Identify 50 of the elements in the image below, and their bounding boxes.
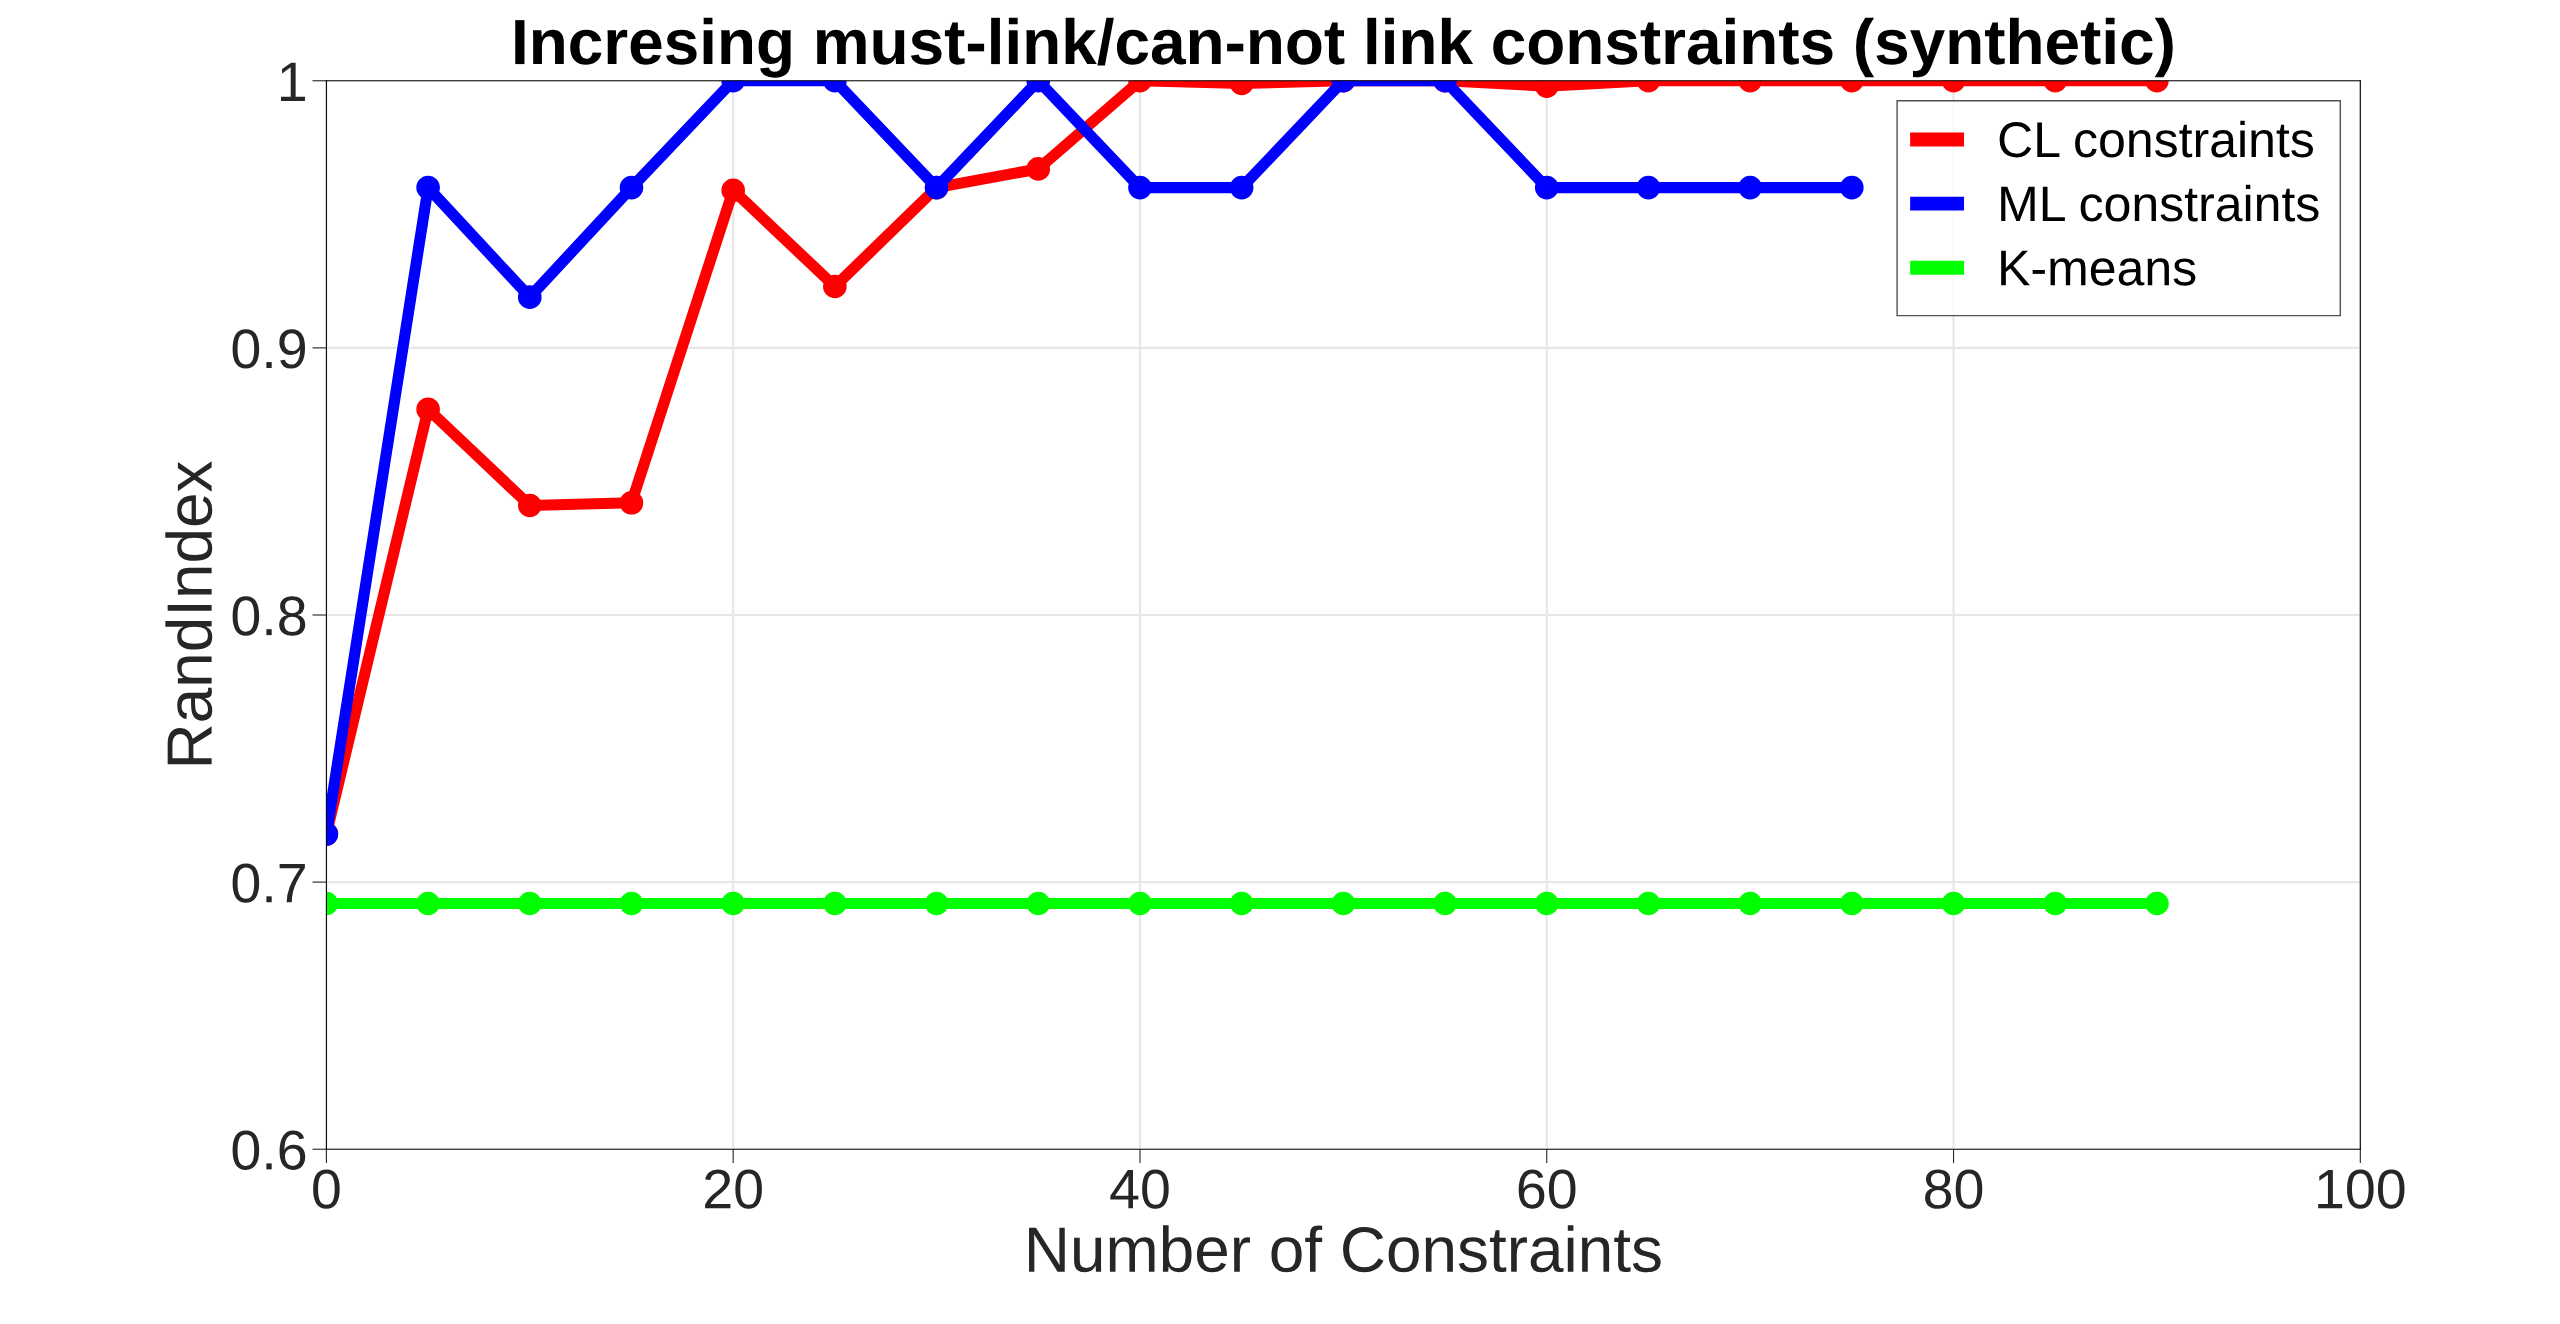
point (1941, 891, 1966, 916)
point (1229, 175, 1254, 200)
point (823, 274, 847, 299)
point (1840, 175, 1864, 200)
x-tick-label: 40 (1110, 1169, 1169, 1209)
point (1840, 891, 1864, 916)
point (1128, 891, 1152, 916)
point (1534, 175, 1559, 200)
point (1738, 891, 1762, 916)
point (1331, 891, 1356, 916)
y-tick-label: 0.6 (232, 1130, 306, 1170)
x-tick-label: 0 (313, 1169, 340, 1209)
point (1128, 175, 1152, 200)
point (416, 891, 440, 916)
point (619, 891, 644, 916)
x-tick-label: 100 (2318, 1169, 2405, 1209)
point (1026, 157, 1051, 181)
legend-label: K-means (2001, 250, 2196, 286)
x-tick-label: 20 (705, 1169, 762, 1209)
chart-title: Incresing must-link/can-not link constraints (synthetic) (515, 17, 2173, 78)
point (619, 491, 644, 515)
point (2145, 891, 2169, 916)
point (416, 397, 440, 422)
point (2043, 891, 2068, 916)
point (619, 175, 644, 200)
point (517, 285, 542, 309)
point (416, 175, 440, 200)
y-tick-label: 0.8 (232, 596, 306, 636)
point (1636, 891, 1661, 916)
y-tick-label: 1 (280, 62, 305, 101)
point (517, 891, 542, 916)
point (1026, 891, 1051, 916)
legend-label: CL constraints (1999, 120, 2313, 158)
y-tick-label: 0.9 (232, 329, 306, 369)
point (1534, 891, 1559, 916)
point (1433, 891, 1457, 916)
x-axis-title: Number of Constraints (1029, 1225, 1661, 1273)
point (1229, 891, 1254, 916)
point (721, 178, 745, 203)
x-tick-label: 80 (1925, 1169, 1983, 1209)
point (924, 891, 949, 916)
y-axis-title: RandIndex (165, 461, 213, 765)
point (721, 891, 745, 916)
y-tick-label: 0.7 (232, 863, 305, 903)
point (1636, 175, 1661, 200)
point (823, 891, 847, 916)
legend-label: ML constraints (2001, 184, 2319, 222)
point (517, 493, 542, 518)
point (1738, 175, 1762, 200)
x-tick-label: 60 (1518, 1169, 1576, 1209)
